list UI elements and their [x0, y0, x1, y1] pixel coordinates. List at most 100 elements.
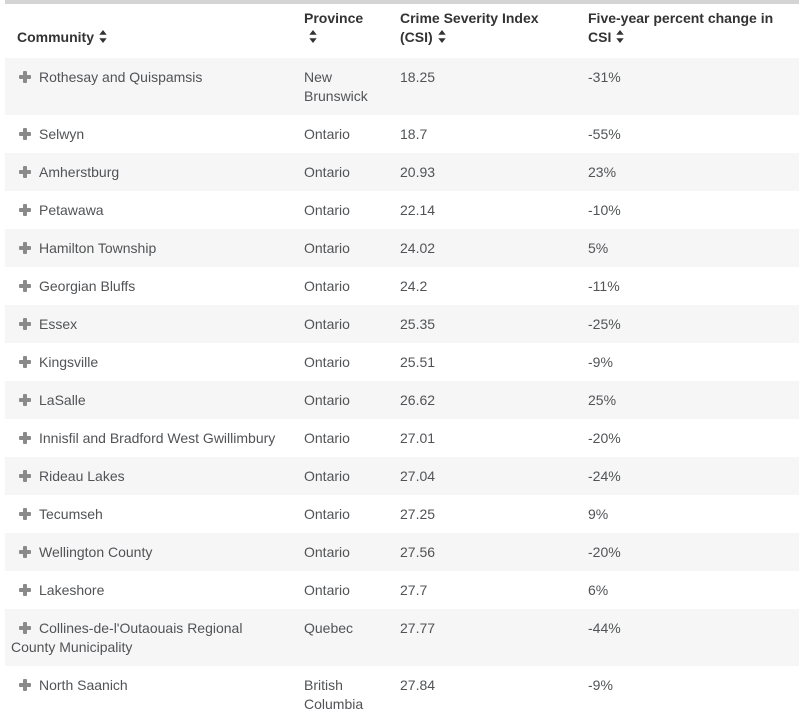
community-cell: North Saanich: [5, 666, 292, 713]
column-header-community[interactable]: Community: [5, 2, 292, 58]
csi-cell: 24.2: [400, 278, 428, 294]
sort-updown-icon: [616, 29, 625, 48]
change-cell: -9%: [588, 677, 613, 693]
province-cell: Ontario: [304, 164, 350, 180]
community-name: Amherstburg: [39, 164, 120, 180]
community-cell: Tecumseh: [5, 495, 292, 533]
community-cell: Innisfil and Bradford West Gwillimbury: [5, 419, 292, 457]
table-row: Tecumseh Ontario 27.25 9%: [5, 495, 799, 533]
table-row: Essex Ontario 25.35 -25%: [5, 305, 799, 343]
expand-row-plus-icon[interactable]: [19, 280, 31, 292]
table-row: Wellington County Ontario 27.56 -20%: [5, 533, 799, 571]
table-row: North Saanich British Columbia 27.84 -9%: [5, 666, 799, 713]
expand-row-plus-icon[interactable]: [19, 394, 31, 406]
community-cell: Amherstburg: [5, 153, 292, 191]
community-name: Hamilton Township: [39, 240, 157, 256]
expand-row-plus-icon[interactable]: [19, 546, 31, 558]
community-name: Wellington County: [39, 544, 153, 560]
csi-cell: 27.25: [400, 506, 436, 522]
column-header-community-label: Community: [17, 29, 94, 45]
sort-updown-icon: [99, 29, 107, 48]
csi-cell: 18.7: [400, 126, 428, 142]
province-cell: New Brunswick: [304, 69, 368, 104]
change-cell: -10%: [588, 202, 621, 218]
expand-row-plus-icon[interactable]: [19, 679, 31, 691]
province-cell: Ontario: [304, 392, 350, 408]
community-name: Selwyn: [39, 126, 85, 142]
community-name: Lakeshore: [39, 582, 105, 598]
csi-cell: 25.51: [400, 354, 436, 370]
table-row: Lakeshore Ontario 27.7 6%: [5, 571, 799, 609]
community-cell: Rideau Lakes: [5, 457, 292, 495]
csi-cell: 27.01: [400, 430, 436, 446]
csi-cell: 20.93: [400, 164, 436, 180]
table-row: Collines-de-l'Outaouais Regional County …: [5, 609, 799, 666]
community-name: North Saanich: [39, 677, 128, 693]
expand-row-plus-icon[interactable]: [19, 71, 31, 83]
community-name: Tecumseh: [39, 506, 103, 522]
table-row: Georgian Bluffs Ontario 24.2 -11%: [5, 267, 799, 305]
expand-row-plus-icon[interactable]: [19, 584, 31, 596]
csi-cell: 18.25: [400, 69, 436, 85]
table-row: Innisfil and Bradford West Gwillimbury O…: [5, 419, 799, 457]
community-name: Essex: [39, 316, 78, 332]
province-cell: British Columbia: [304, 677, 364, 712]
province-cell: Ontario: [304, 240, 350, 256]
province-cell: Ontario: [304, 544, 350, 560]
table-row: Selwyn Ontario 18.7 -55%: [5, 115, 799, 153]
community-cell: Petawawa: [5, 191, 292, 229]
expand-row-plus-icon[interactable]: [19, 432, 31, 444]
expand-row-plus-icon[interactable]: [19, 318, 31, 330]
province-cell: Ontario: [304, 354, 350, 370]
province-cell: Ontario: [304, 582, 350, 598]
expand-row-plus-icon[interactable]: [19, 166, 31, 178]
table-row: Kingsville Ontario 25.51 -9%: [5, 343, 799, 381]
column-header-province-label: Province: [304, 10, 364, 26]
csi-cell: 27.84: [400, 677, 436, 693]
province-cell: Ontario: [304, 202, 350, 218]
change-cell: -11%: [588, 278, 620, 294]
community-cell: Essex: [5, 305, 292, 343]
table-row: Rideau Lakes Ontario 27.04 -24%: [5, 457, 799, 495]
table-header: Community Province Crime Severity Index …: [5, 2, 799, 58]
community-cell: Selwyn: [5, 115, 292, 153]
community-name: Georgian Bluffs: [39, 278, 136, 294]
expand-row-plus-icon[interactable]: [19, 128, 31, 140]
change-cell: 5%: [588, 240, 609, 256]
sort-updown-icon: [437, 29, 446, 48]
change-cell: 9%: [588, 506, 609, 522]
community-cell: Wellington County: [5, 533, 292, 571]
column-header-csi[interactable]: Crime Severity Index (CSI): [388, 2, 576, 58]
csi-cell: 27.56: [400, 544, 436, 560]
expand-row-plus-icon[interactable]: [19, 356, 31, 368]
expand-row-plus-icon[interactable]: [19, 242, 31, 254]
change-cell: 25%: [588, 392, 617, 408]
column-header-province[interactable]: Province: [292, 2, 388, 58]
csi-cell: 27.77: [400, 620, 436, 636]
community-cell: Lakeshore: [5, 571, 292, 609]
expand-row-plus-icon[interactable]: [19, 204, 31, 216]
crime-severity-table: Community Province Crime Severity Index …: [5, 0, 799, 713]
header-row: Community Province Crime Severity Index …: [5, 2, 799, 58]
province-cell: Ontario: [304, 126, 350, 142]
column-header-change[interactable]: Five-year percent change in CSI: [576, 2, 799, 58]
table-row: Petawawa Ontario 22.14 -10%: [5, 191, 799, 229]
community-cell: Rothesay and Quispamsis: [5, 58, 292, 115]
province-cell: Ontario: [304, 316, 350, 332]
expand-row-plus-icon[interactable]: [19, 508, 31, 520]
table-row: Hamilton Township Ontario 24.02 5%: [5, 229, 799, 267]
expand-row-plus-icon[interactable]: [19, 622, 31, 634]
change-cell: -9%: [588, 354, 613, 370]
community-cell: LaSalle: [5, 381, 292, 419]
change-cell: -55%: [588, 126, 621, 142]
province-cell: Ontario: [304, 468, 350, 484]
province-cell: Ontario: [304, 430, 350, 446]
community-name: Innisfil and Bradford West Gwillimbury: [39, 430, 276, 446]
community-cell: Georgian Bluffs: [5, 267, 292, 305]
expand-row-plus-icon[interactable]: [19, 470, 31, 482]
csi-cell: 22.14: [400, 202, 436, 218]
community-cell: Kingsville: [5, 343, 292, 381]
table-row: LaSalle Ontario 26.62 25%: [5, 381, 799, 419]
csi-cell: 27.04: [400, 468, 436, 484]
table-body: Rothesay and Quispamsis New Brunswick 18…: [5, 58, 799, 713]
